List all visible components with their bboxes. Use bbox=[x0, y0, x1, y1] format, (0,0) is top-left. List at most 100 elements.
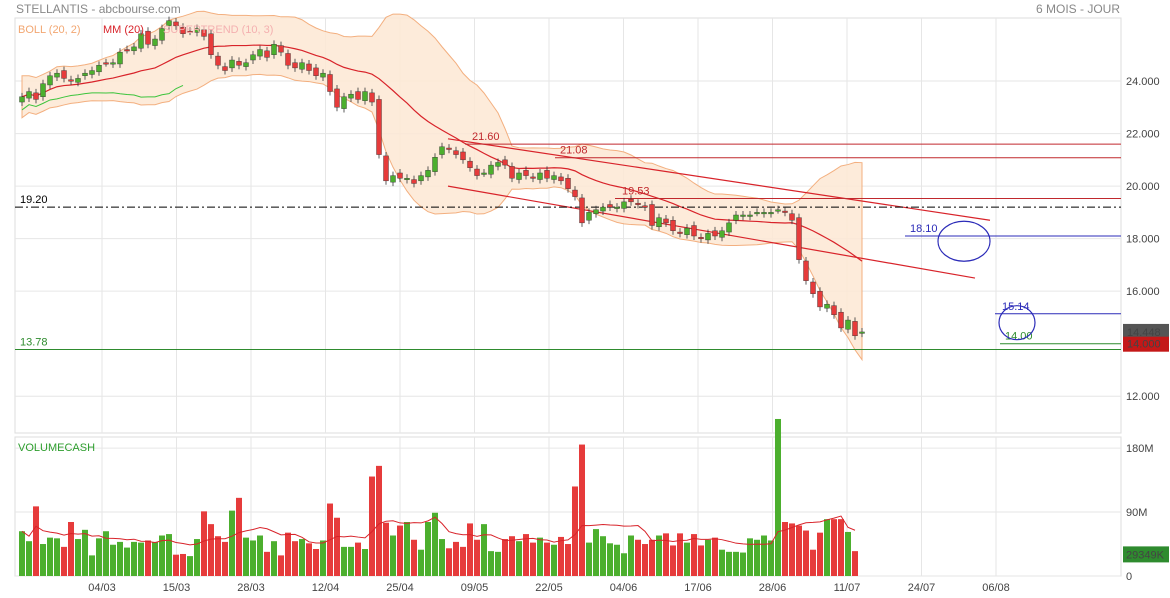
volume-bar bbox=[663, 533, 669, 576]
x-tick-label: 28/06 bbox=[759, 582, 787, 594]
candle-body bbox=[621, 201, 627, 209]
candle-body bbox=[803, 260, 809, 281]
candle-body bbox=[768, 212, 774, 215]
grid bbox=[14, 17, 1122, 577]
candle-body bbox=[817, 290, 823, 308]
candle-body bbox=[656, 217, 662, 228]
volume-bar bbox=[838, 519, 844, 576]
candle-body bbox=[523, 170, 529, 176]
volume-bar bbox=[523, 534, 529, 576]
volume-bar bbox=[75, 539, 81, 576]
candle-body bbox=[425, 170, 431, 178]
candle-body bbox=[845, 319, 851, 330]
candle-body bbox=[320, 72, 326, 78]
candle-body bbox=[236, 61, 242, 66]
candle-body bbox=[341, 96, 347, 109]
level-label: 13.78 bbox=[20, 336, 48, 348]
volume-bar bbox=[768, 540, 774, 576]
x-tick-label: 04/06 bbox=[610, 582, 638, 594]
volume-bar bbox=[628, 535, 634, 576]
candle-body bbox=[509, 166, 515, 179]
candle-body bbox=[733, 214, 739, 221]
candle-body bbox=[306, 63, 312, 71]
volume-bar bbox=[593, 529, 599, 576]
candle-body bbox=[124, 49, 130, 52]
candle-body bbox=[257, 49, 263, 57]
volume-bar bbox=[411, 539, 417, 576]
candle-body bbox=[369, 92, 375, 103]
y-tick-label: 20.000 bbox=[1126, 181, 1160, 193]
x-tick-label: 09/05 bbox=[461, 582, 489, 594]
volume-bar bbox=[467, 523, 473, 576]
volume-bar bbox=[26, 541, 32, 576]
highlight-ellipse bbox=[937, 220, 991, 262]
candle-body bbox=[299, 62, 305, 70]
volume-bar bbox=[558, 536, 564, 576]
axes: 24.000 22.000 20.000 18.000 16.000 12.000 04/0… bbox=[88, 76, 1169, 594]
volume-bar bbox=[103, 531, 109, 576]
candle-body bbox=[495, 162, 501, 167]
candle-body bbox=[516, 172, 522, 180]
candle-body bbox=[831, 305, 837, 316]
candle-body bbox=[558, 176, 564, 182]
candle-body bbox=[544, 170, 550, 179]
highlight-ellipse bbox=[998, 305, 1036, 341]
candle-body bbox=[131, 46, 137, 52]
volume-bar bbox=[698, 545, 704, 576]
volume-bar bbox=[313, 549, 319, 576]
vol-tick-label: 0 bbox=[1126, 571, 1132, 583]
y-tick-label: 18.000 bbox=[1126, 234, 1160, 246]
volume-bar bbox=[40, 544, 46, 576]
candle-body bbox=[222, 66, 228, 71]
volume-bar bbox=[775, 418, 781, 576]
volume-bar bbox=[474, 539, 480, 576]
volume-bar bbox=[334, 517, 340, 576]
candle-body bbox=[579, 197, 585, 224]
candle-body bbox=[474, 168, 480, 176]
candle-body bbox=[166, 20, 172, 27]
level-label: 18.10 bbox=[910, 223, 938, 235]
volume-bar bbox=[187, 556, 193, 576]
supertrend-legend: SUPERTREND (10, 3) bbox=[163, 24, 273, 36]
candle-body bbox=[481, 172, 487, 175]
volume-bar bbox=[810, 549, 816, 576]
candle-body bbox=[530, 176, 536, 179]
price-panel bbox=[14, 17, 1122, 434]
candle-body bbox=[327, 74, 333, 92]
volume-bar bbox=[222, 541, 228, 576]
volume-bar bbox=[138, 542, 144, 576]
volume-bar bbox=[656, 535, 662, 576]
candle-body bbox=[677, 231, 683, 234]
candle-body bbox=[117, 51, 123, 65]
candle-body bbox=[376, 99, 382, 155]
last-price-label: 14.448 bbox=[1127, 327, 1161, 339]
volume-bar bbox=[383, 522, 389, 576]
candle-body bbox=[572, 189, 578, 197]
candle-body bbox=[838, 311, 844, 329]
candle-body bbox=[663, 218, 669, 224]
candle-body bbox=[138, 33, 144, 49]
volume-bar bbox=[243, 537, 249, 576]
candle-body bbox=[684, 227, 690, 235]
price-tag-label: 14.000 bbox=[1127, 339, 1161, 351]
candle-body bbox=[698, 237, 704, 240]
x-tick-label: 06/08 bbox=[982, 582, 1010, 594]
mm-line bbox=[21, 44, 863, 262]
candle-body bbox=[292, 62, 298, 69]
volume-bar bbox=[117, 541, 123, 576]
mm-legend: MM (20) bbox=[103, 24, 144, 36]
candle-body bbox=[782, 210, 788, 213]
level-label: 21.60 bbox=[472, 131, 500, 143]
volume-bar bbox=[369, 476, 375, 576]
y-tick-label: 16.000 bbox=[1126, 286, 1160, 298]
candle-body bbox=[453, 150, 459, 155]
volume-bar bbox=[285, 532, 291, 576]
volume-bar bbox=[320, 540, 326, 576]
volume-bar bbox=[586, 542, 592, 576]
candle-body bbox=[278, 45, 284, 53]
volume-bar bbox=[691, 534, 697, 576]
chart-period: 6 MOIS - JOUR bbox=[1035, 2, 1120, 16]
candle-body bbox=[355, 91, 361, 100]
volume-bar bbox=[54, 538, 60, 576]
vol-tick-label: 180M bbox=[1126, 443, 1154, 455]
